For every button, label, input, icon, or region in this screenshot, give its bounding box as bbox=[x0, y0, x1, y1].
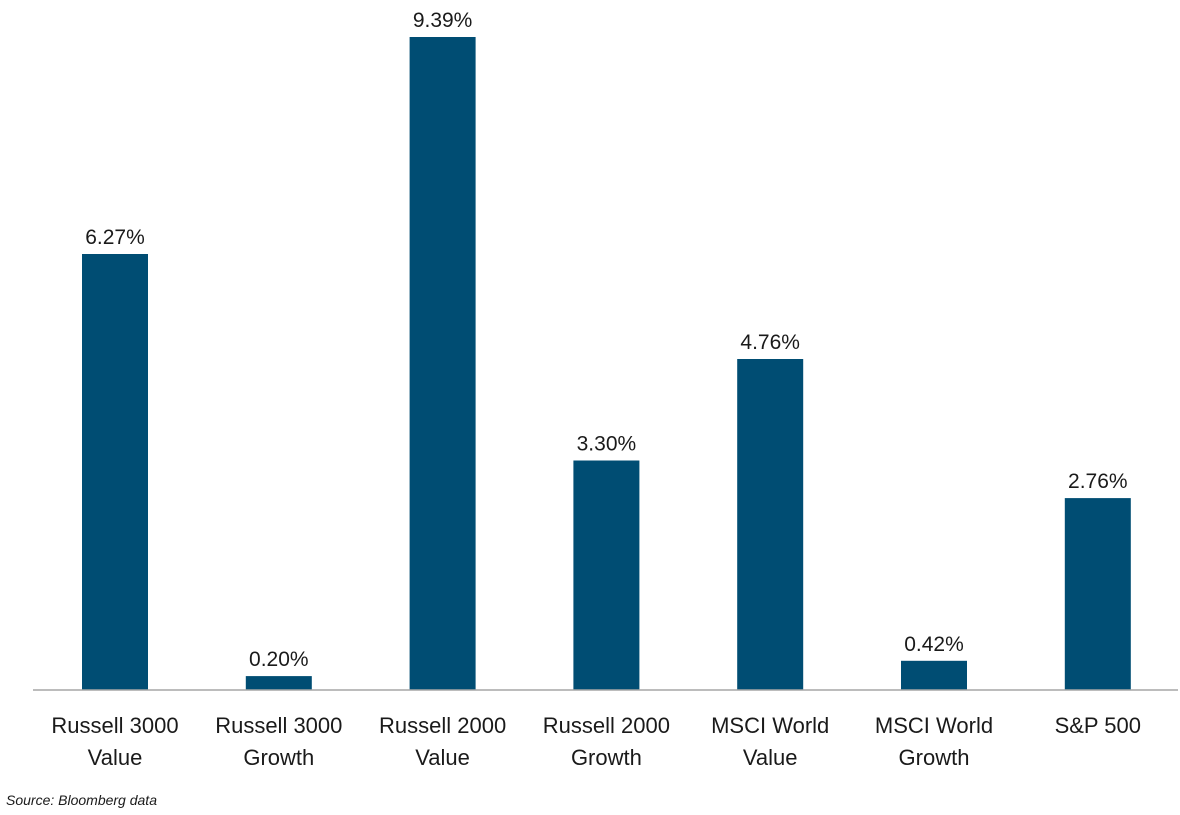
category-label-6: S&P 500 bbox=[1055, 713, 1141, 738]
value-label-2: 9.39% bbox=[413, 9, 473, 32]
category-label-line: Growth bbox=[571, 745, 642, 770]
category-label-2: Russell 2000 Value bbox=[379, 713, 506, 770]
value-label-1: 0.20% bbox=[249, 648, 309, 671]
value-label-5: 0.42% bbox=[904, 633, 964, 656]
category-label-3: Russell 2000 Growth bbox=[543, 713, 670, 770]
bar-4 bbox=[737, 359, 804, 690]
bar-3 bbox=[573, 460, 640, 690]
value-label-0: 6.27% bbox=[85, 226, 145, 249]
bar-1 bbox=[245, 676, 312, 690]
bar-0 bbox=[82, 254, 148, 690]
bars-group bbox=[82, 37, 1131, 690]
category-label-5: MSCI World Growth bbox=[875, 713, 993, 770]
category-label-line: Value bbox=[88, 745, 143, 770]
category-label-line: MSCI World bbox=[875, 713, 993, 738]
category-label-line: Value bbox=[415, 745, 470, 770]
category-label-0: Russell 3000 Value bbox=[51, 713, 178, 770]
bar-5 bbox=[901, 660, 967, 690]
category-label-line: Growth bbox=[243, 745, 314, 770]
category-label-line: Russell 3000 bbox=[215, 713, 342, 738]
category-label-line: MSCI World bbox=[711, 713, 829, 738]
category-label-line: Russell 2000 bbox=[379, 713, 506, 738]
category-label-line: Russell 3000 bbox=[51, 713, 178, 738]
category-label-line: Value bbox=[743, 745, 798, 770]
category-label-line: S&P 500 bbox=[1055, 713, 1141, 738]
bar-6 bbox=[1064, 498, 1131, 690]
category-label-4: MSCI World Value bbox=[711, 713, 829, 770]
value-label-6: 2.76% bbox=[1068, 470, 1128, 493]
value-labels-group: 6.27% 0.20% 9.39% 3.30% 4.76% 0.42% 2.76% bbox=[85, 9, 1127, 671]
value-label-4: 4.76% bbox=[740, 331, 800, 354]
category-label-line: Growth bbox=[899, 745, 970, 770]
value-label-3: 3.30% bbox=[577, 433, 637, 456]
bar-2 bbox=[409, 37, 476, 690]
category-label-1: Russell 3000 Growth bbox=[215, 713, 342, 770]
source-note: Source: Bloomberg data bbox=[6, 792, 157, 808]
category-label-line: Russell 2000 bbox=[543, 713, 670, 738]
